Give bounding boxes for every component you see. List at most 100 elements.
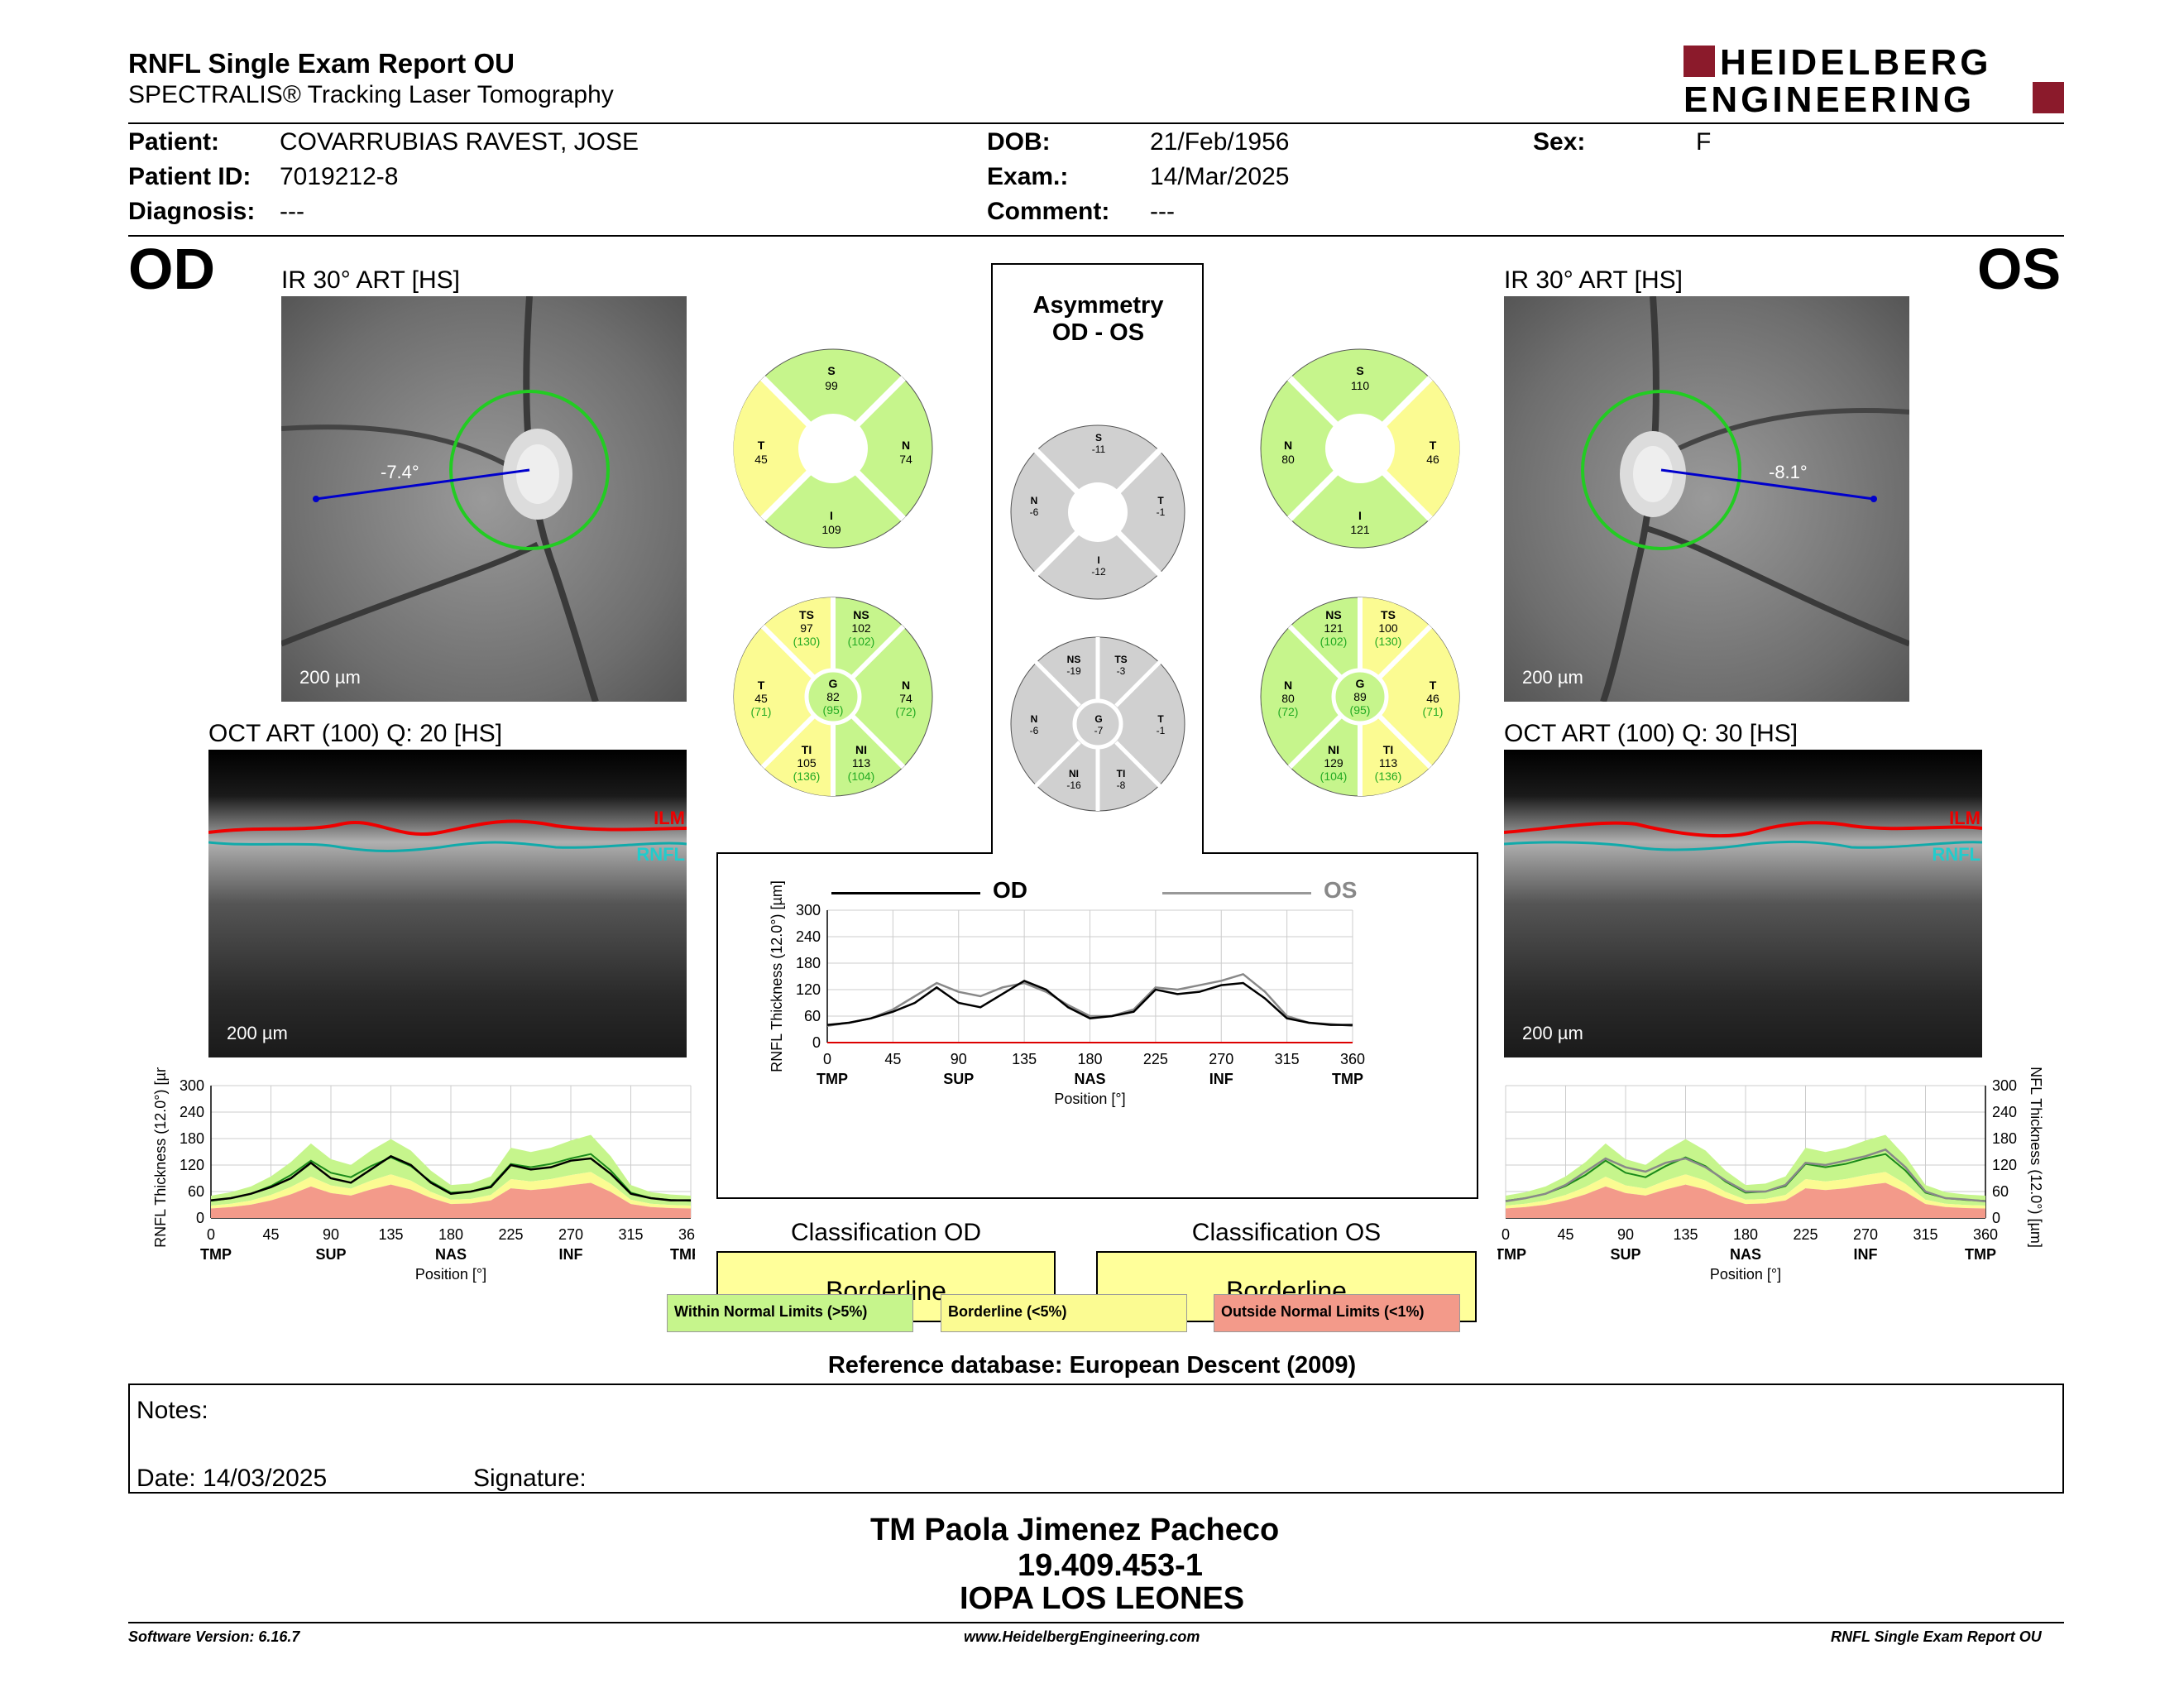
od-g: 82	[826, 690, 840, 703]
od-tsnit-chart: 0 60 120 180 240 300 0 45 90 135 180 225 270 315 360 TM…	[152, 1067, 695, 1283]
od-ni: 113	[851, 756, 871, 770]
x-tick-label: 315	[618, 1226, 643, 1243]
x-tick-label: 90	[951, 1051, 967, 1067]
os-oct-label: OCT ART (100) Q: 30 [HS]	[1504, 720, 1798, 747]
x-tick-label: 225	[1793, 1226, 1818, 1243]
y-tick-label: 60	[188, 1183, 204, 1200]
x-region-label: SUP	[943, 1071, 974, 1087]
asym-sector-chart	[1010, 636, 1185, 812]
x-tick-label: 0	[1502, 1226, 1510, 1243]
reference-database: Reference database: European Descent (20…	[827, 1352, 1357, 1379]
os-ilm-label: ILM	[1949, 808, 1980, 828]
od-sector-chart	[733, 597, 933, 797]
od-sector-s: 99	[825, 379, 838, 392]
od-t6-ref: (71)	[750, 705, 772, 718]
x-region-label: TMP	[1497, 1246, 1526, 1263]
legend-within: Within Normal Limits (>5%)	[667, 1294, 913, 1332]
asym-ts: -3	[1116, 665, 1126, 677]
asym-t6: -1	[1156, 725, 1166, 736]
od-sector-i: 109	[821, 523, 841, 536]
os-n6: 80	[1281, 692, 1295, 705]
x-region-label: TMP	[1332, 1071, 1363, 1087]
asym-g: -7	[1094, 725, 1104, 736]
footer-software: Software Version: 6.16.7	[128, 1628, 300, 1645]
x-tick-label: 360	[678, 1226, 695, 1243]
logo-text-engineering: ENGINEERING	[1684, 79, 1975, 116]
y-tick-label: 240	[1992, 1104, 2017, 1120]
x-region-label: TMP	[817, 1071, 848, 1087]
x-tick-label: 225	[498, 1226, 523, 1243]
x-tick-label: 315	[1275, 1051, 1300, 1067]
diagnosis-value: ---	[280, 198, 304, 225]
y-tick-label: 60	[804, 1008, 821, 1024]
od-ilm-label: ILM	[654, 808, 685, 828]
x-tick-label: 270	[1853, 1226, 1878, 1243]
os-t6: 46	[1426, 692, 1439, 705]
asym-ni: -16	[1066, 779, 1081, 791]
os-oct-scale: 200 µm	[1522, 1023, 1583, 1043]
os-quadrant-chart	[1260, 348, 1460, 549]
y-tick-label: 240	[796, 928, 821, 945]
asymmetry-title: Asymmetry	[1032, 292, 1164, 319]
footer-report-name: RNFL Single Exam Report OU	[1831, 1628, 2042, 1645]
os-fundus-scale: 200 µm	[1522, 667, 1583, 688]
x-region-label: INF	[1854, 1246, 1878, 1263]
diagnosis-label: Diagnosis:	[128, 198, 256, 225]
os-ni: 129	[1324, 756, 1343, 770]
os-rnfl-label: RNFL	[1932, 844, 1980, 865]
x-region-label: NAS	[435, 1246, 467, 1263]
asymmetry-frame	[716, 263, 1478, 1199]
od-sector-n: 74	[899, 453, 912, 466]
os-eye-label: OS	[1977, 237, 2062, 301]
series-line-os	[826, 972, 1353, 1027]
od-ni-ref: (104)	[847, 770, 875, 783]
heidelberg-logo: HEIDELBERG ENGINEERING	[1684, 42, 2064, 120]
legend-borderline: Borderline (<5%)	[941, 1294, 1187, 1332]
os-sector-chart	[1260, 597, 1460, 797]
footer-website[interactable]: www.HeidelbergEngineering.com	[964, 1628, 1200, 1645]
od-sector-t: 45	[754, 453, 768, 466]
os-sector-s: 110	[1350, 379, 1370, 392]
os-ns-ref: (102)	[1320, 635, 1348, 648]
x-tick-label: 270	[1209, 1051, 1233, 1067]
asym-t: -1	[1156, 506, 1166, 518]
y-tick-label: 0	[196, 1210, 204, 1226]
exam-value: 14/Mar/2025	[1150, 163, 1290, 190]
x-tick-label: 90	[1617, 1226, 1634, 1243]
x-tick-label: 135	[378, 1226, 403, 1243]
y-tick-label: 300	[180, 1077, 204, 1094]
x-tick-label: 180	[1077, 1051, 1102, 1067]
dob-value: 21/Feb/1956	[1150, 128, 1290, 156]
date-label: Date: 14/03/2025	[136, 1465, 328, 1492]
report-subtitle: SPECTRALIS® Tracking Laser Tomography	[128, 81, 614, 108]
signature-label: Signature:	[473, 1465, 587, 1492]
od-ns: 102	[851, 621, 871, 635]
od-ti-ref: (136)	[793, 770, 821, 783]
comment-value: ---	[1150, 198, 1175, 225]
x-tick-label: 315	[1913, 1226, 1937, 1243]
x-region-label: INF	[559, 1246, 583, 1263]
os-sector-n: 80	[1281, 453, 1295, 466]
notes-label: Notes:	[136, 1397, 208, 1424]
x-tick-label: 360	[1340, 1051, 1365, 1067]
od-quadrant-chart	[733, 348, 933, 549]
od-ns-ref: (102)	[847, 635, 875, 648]
y-tick-label: 180	[180, 1130, 204, 1147]
x-tick-label: 180	[1733, 1226, 1758, 1243]
x-tick-label: 45	[1557, 1226, 1573, 1243]
notes-box[interactable]: Notes: Date: 14/03/2025 Signature:	[128, 1383, 2064, 1494]
signer-name: TM Paola Jimenez Pacheco	[870, 1513, 1280, 1547]
x-tick-label: 90	[323, 1226, 339, 1243]
x-tick-label: 45	[262, 1226, 279, 1243]
borderline-band	[1506, 1172, 1985, 1209]
x-tick-label: 360	[1973, 1226, 1998, 1243]
y-tick-label: 300	[1992, 1077, 2017, 1094]
os-ti: 113	[1378, 756, 1398, 770]
asymmetry-subtitle: OD - OS	[1051, 319, 1145, 346]
x-region-label: INF	[1209, 1071, 1233, 1087]
os-ts: 100	[1378, 621, 1398, 635]
exam-label: Exam.:	[987, 163, 1069, 190]
x-tick-label: 135	[1012, 1051, 1037, 1067]
od-ti: 105	[797, 756, 817, 770]
y-tick-label: 0	[812, 1034, 821, 1051]
